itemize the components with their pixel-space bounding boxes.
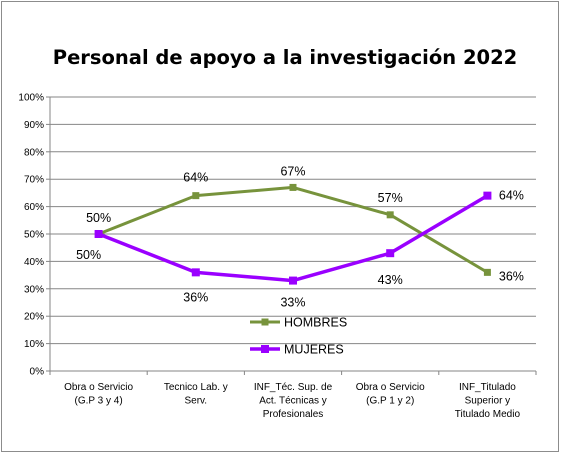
- x-tick-label: Obra o Servicio (G.P 1 y 2): [356, 382, 425, 407]
- legend-label: MUJERES: [284, 343, 344, 357]
- y-axis: 0% 10% 20% 30% 40% 50% 60% 70% 80% 90% 100%: [18, 93, 51, 378]
- legend-marker: [261, 345, 269, 353]
- y-tick-label: 30%: [24, 284, 44, 295]
- data-label: 36%: [499, 269, 524, 283]
- y-tick-label: 40%: [24, 257, 44, 268]
- data-point: [289, 183, 297, 191]
- y-tick-label: 80%: [24, 147, 44, 158]
- chart-title: Personal de apoyo a la investigación 202…: [53, 46, 517, 69]
- y-tick-label: 60%: [24, 202, 44, 213]
- x-tick-label: Tecnico Lab. y Serv.: [164, 382, 228, 407]
- data-point: [192, 192, 200, 200]
- y-tick-label: 70%: [24, 175, 44, 186]
- legend-label: HOMBRES: [284, 316, 347, 330]
- x-tick-label: INF_Téc. Sup. de Act. Técnicas y Profesion…: [254, 382, 333, 420]
- y-tick-label: 0%: [30, 367, 45, 378]
- series-hombres: 50% 64% 67% 57% 36%: [86, 164, 524, 283]
- data-label: 50%: [76, 248, 101, 262]
- data-label: 67%: [280, 164, 305, 178]
- y-tick-label: 10%: [24, 339, 44, 350]
- data-point: [386, 211, 394, 219]
- data-point: [94, 230, 103, 238]
- data-label: 33%: [280, 296, 305, 310]
- y-tick-label: 100%: [18, 93, 44, 104]
- x-tick-label: INF_Titulado Superior y Titulado Medio: [455, 382, 521, 420]
- series-mujeres: 50% 36% 33% 43% 64%: [76, 189, 524, 310]
- x-tick-label: Obra o Servicio (G.P 3 y 4): [64, 382, 133, 407]
- y-tick-label: 90%: [24, 120, 44, 131]
- data-label: 36%: [183, 290, 208, 304]
- legend-marker: [261, 318, 269, 326]
- data-point: [289, 276, 297, 285]
- data-label: 64%: [183, 171, 208, 185]
- data-label: 57%: [378, 191, 403, 205]
- x-axis: Obra o Servicio (G.P 3 y 4) Tecnico Lab. y…: [49, 370, 537, 420]
- legend-item-mujeres: MUJERES: [250, 343, 344, 357]
- data-label: 64%: [499, 189, 524, 203]
- data-label: 43%: [378, 273, 403, 287]
- y-tick-label: 20%: [24, 312, 44, 323]
- data-label: 50%: [86, 211, 111, 225]
- data-point: [483, 191, 492, 200]
- data-point: [483, 268, 491, 276]
- y-tick-label: 50%: [24, 230, 44, 241]
- series-group: 50% 64% 67% 57% 36% 50% 36% 33% 43% 64%: [76, 164, 524, 309]
- legend-item-hombres: HOMBRES: [250, 316, 347, 330]
- data-point: [386, 249, 395, 258]
- data-point: [191, 268, 200, 277]
- gridlines: [50, 96, 536, 345]
- legend: HOMBRES MUJERES: [250, 316, 347, 357]
